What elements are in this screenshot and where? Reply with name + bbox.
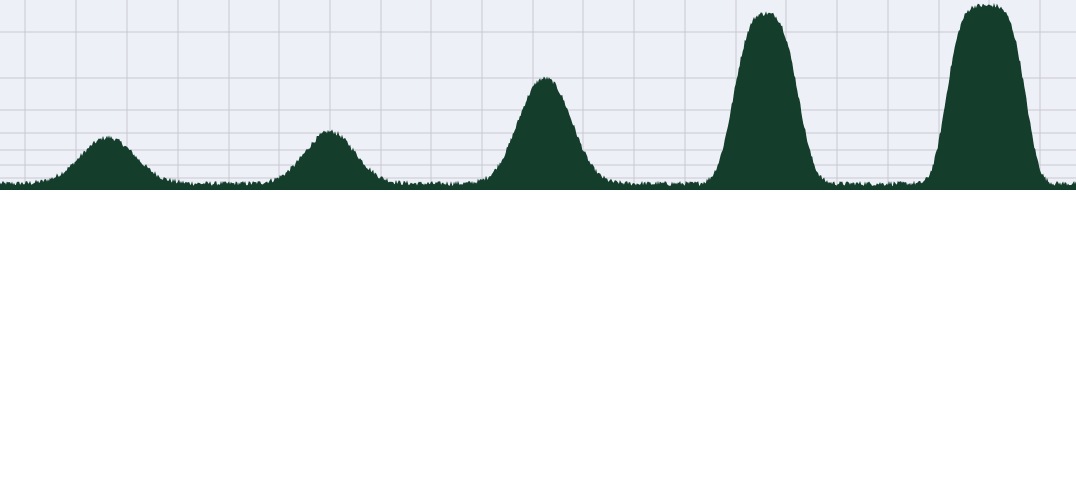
peak-mark-4 (984, 4, 988, 8)
chart-area (0, 0, 1076, 190)
area-series-0 (0, 3, 1076, 190)
peak-mark-1 (328, 130, 332, 134)
peak-mark-2 (543, 77, 547, 81)
peak-mark-0 (106, 136, 110, 140)
series-layer (0, 3, 1076, 190)
area-chart (0, 0, 1076, 190)
blank-area (0, 190, 1076, 500)
peak-mark-3 (764, 12, 768, 16)
